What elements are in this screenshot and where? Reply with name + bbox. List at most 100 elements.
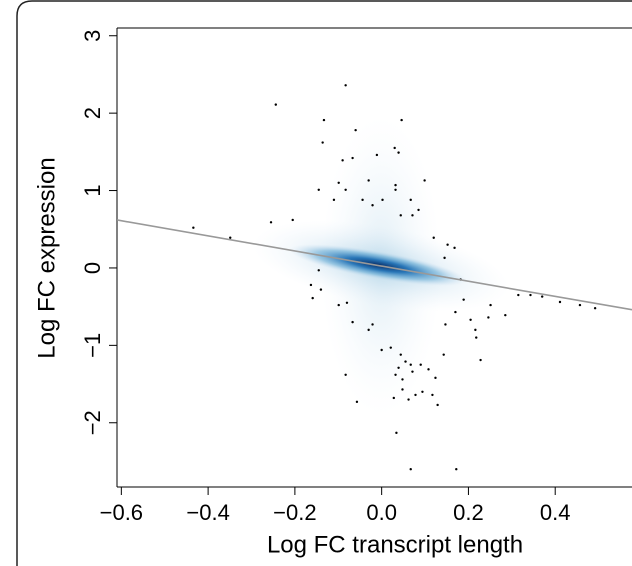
point <box>409 467 412 471</box>
point <box>394 183 397 187</box>
point <box>345 301 349 304</box>
point <box>469 318 472 322</box>
point <box>411 214 414 217</box>
point <box>399 353 402 356</box>
point <box>395 431 398 435</box>
point <box>411 370 414 373</box>
point <box>322 118 326 122</box>
point <box>432 236 435 239</box>
point <box>400 118 403 122</box>
point <box>389 346 392 349</box>
point <box>489 303 492 307</box>
point <box>409 363 412 366</box>
point <box>337 181 340 185</box>
point <box>319 288 323 291</box>
x-tick-label: 0.4 <box>540 500 571 525</box>
point <box>274 103 277 106</box>
point <box>479 358 482 362</box>
point <box>487 316 490 319</box>
point <box>309 283 313 287</box>
point <box>393 146 396 150</box>
point <box>392 396 396 400</box>
point <box>454 310 457 314</box>
point <box>344 188 347 191</box>
point <box>321 141 324 144</box>
point <box>394 373 397 376</box>
x-tick-label: 0.2 <box>453 500 484 525</box>
point <box>419 363 422 366</box>
point <box>311 296 314 300</box>
point <box>229 236 232 239</box>
y-tick-label: 0 <box>80 262 105 274</box>
point <box>444 323 447 326</box>
point <box>401 388 404 391</box>
point <box>397 366 400 369</box>
point <box>427 368 430 371</box>
point <box>431 393 434 397</box>
x-tick-label: −0.6 <box>100 500 143 525</box>
point <box>341 159 344 162</box>
point <box>371 323 374 326</box>
point <box>397 151 400 154</box>
point <box>367 328 370 332</box>
point <box>269 221 273 224</box>
point <box>344 84 347 87</box>
point <box>394 188 397 191</box>
point <box>317 269 320 272</box>
y-tick-label: 2 <box>80 107 105 119</box>
point <box>407 398 410 401</box>
point <box>593 306 597 310</box>
fit-group <box>117 219 632 311</box>
fit-line <box>117 219 632 311</box>
point <box>421 390 424 393</box>
point <box>371 204 374 207</box>
point <box>504 313 507 317</box>
point <box>381 198 384 202</box>
point <box>578 303 582 307</box>
point <box>337 303 340 307</box>
point <box>558 300 562 304</box>
point <box>409 198 412 202</box>
point <box>332 198 336 202</box>
panel-frame <box>16 0 632 566</box>
point <box>517 293 520 297</box>
y-axis-title: Log FC expression <box>33 157 60 358</box>
point <box>361 198 364 202</box>
point <box>455 467 458 471</box>
point <box>453 246 456 250</box>
point <box>367 179 370 182</box>
point <box>434 376 437 380</box>
point <box>475 336 478 339</box>
x-axis-title: Log FC transcript length <box>267 531 523 558</box>
point <box>317 188 320 191</box>
point <box>529 293 532 297</box>
x-tick-label: 0.0 <box>366 500 397 525</box>
point <box>404 360 407 363</box>
y-tick-label: −1 <box>80 333 105 358</box>
point <box>351 320 354 324</box>
plot-area <box>192 84 597 471</box>
point <box>192 226 195 229</box>
point <box>474 328 477 332</box>
point <box>443 256 446 260</box>
point <box>540 295 544 298</box>
y-tick-label: −2 <box>80 410 105 435</box>
point <box>354 128 357 132</box>
y-tick-label: 1 <box>80 184 105 196</box>
point <box>291 218 294 222</box>
point <box>442 353 445 356</box>
point <box>462 298 465 301</box>
point <box>446 243 449 246</box>
point <box>351 156 354 160</box>
y-tick-label: 3 <box>80 30 105 42</box>
x-tick-label: −0.4 <box>186 500 229 525</box>
point <box>436 403 439 407</box>
point <box>423 179 426 182</box>
point <box>380 348 383 352</box>
point <box>417 208 420 212</box>
point <box>355 400 359 404</box>
x-tick-label: −0.2 <box>273 500 316 525</box>
point <box>375 153 379 157</box>
point <box>401 378 404 381</box>
